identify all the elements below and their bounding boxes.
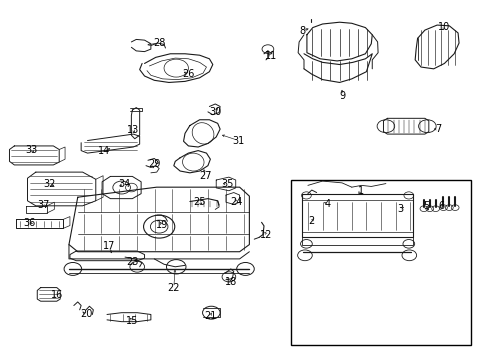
Text: 32: 32 xyxy=(43,179,56,189)
Text: 3: 3 xyxy=(397,204,403,214)
Text: 30: 30 xyxy=(209,107,221,117)
Text: 14: 14 xyxy=(98,146,110,156)
Text: 11: 11 xyxy=(264,51,277,61)
Text: 28: 28 xyxy=(153,38,165,48)
Text: 15: 15 xyxy=(126,316,138,325)
Text: 19: 19 xyxy=(155,220,167,230)
Text: 26: 26 xyxy=(182,69,194,79)
Text: 25: 25 xyxy=(193,197,205,207)
Text: 31: 31 xyxy=(232,136,244,145)
Text: 12: 12 xyxy=(260,230,272,239)
Text: 27: 27 xyxy=(199,171,211,181)
Text: 7: 7 xyxy=(434,124,441,134)
Text: 5: 5 xyxy=(423,201,428,211)
Text: 20: 20 xyxy=(80,310,92,319)
Text: 8: 8 xyxy=(298,26,305,36)
Text: 13: 13 xyxy=(127,125,139,135)
Text: 10: 10 xyxy=(437,22,449,32)
Text: 17: 17 xyxy=(102,241,115,251)
Text: 16: 16 xyxy=(51,290,63,300)
Text: 9: 9 xyxy=(338,91,345,101)
Text: 24: 24 xyxy=(229,197,242,207)
Text: 2: 2 xyxy=(308,216,314,226)
Text: 36: 36 xyxy=(23,218,35,228)
Text: 18: 18 xyxy=(224,277,237,287)
Text: 23: 23 xyxy=(126,257,138,267)
Text: 6: 6 xyxy=(437,201,443,211)
Text: 37: 37 xyxy=(38,200,50,210)
Text: 29: 29 xyxy=(148,159,160,169)
Text: 34: 34 xyxy=(118,179,130,189)
Text: 22: 22 xyxy=(167,283,180,293)
Bar xyxy=(290,180,470,345)
Text: 4: 4 xyxy=(324,199,330,209)
Text: 1: 1 xyxy=(357,186,363,196)
Text: 21: 21 xyxy=(204,311,216,321)
Text: 33: 33 xyxy=(25,144,38,154)
Text: 35: 35 xyxy=(221,179,233,189)
